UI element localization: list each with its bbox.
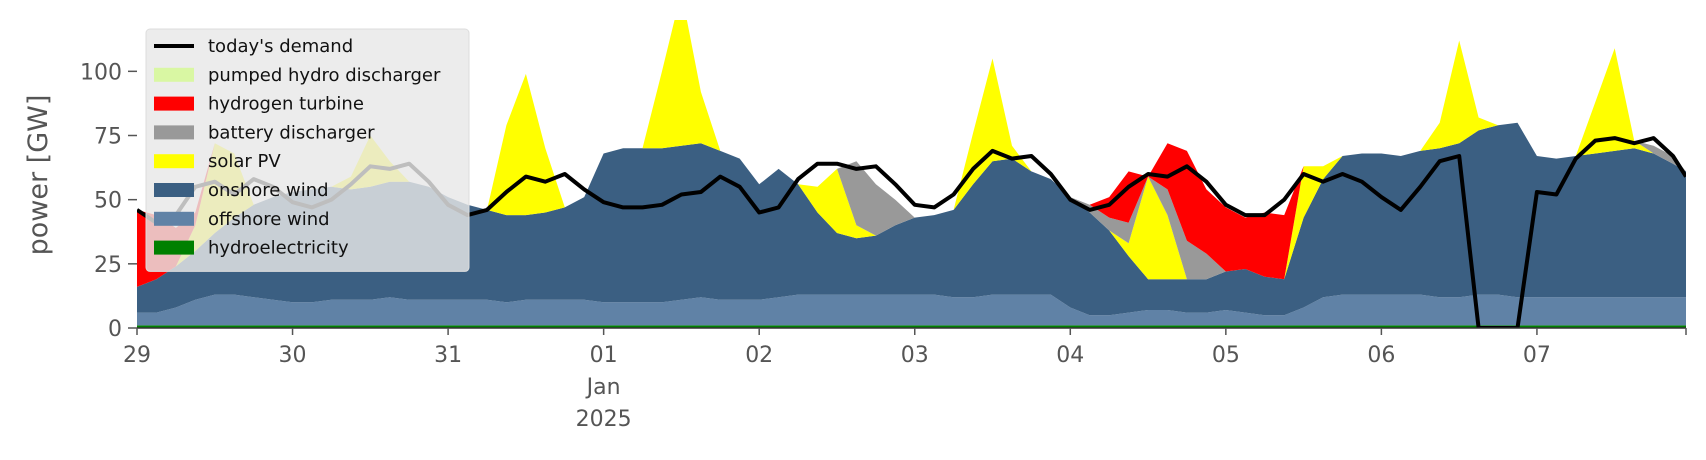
legend-swatch (154, 183, 194, 197)
x-tick-year-label: 2025 (576, 407, 632, 432)
legend-label: offshore wind (208, 209, 330, 230)
x-tick-label: 31 (434, 343, 462, 368)
legend-item-today-s-demand: today's demand (154, 36, 353, 57)
legend-swatch (154, 154, 194, 169)
x-tick-label: 06 (1367, 343, 1395, 368)
stacked-areas (137, 20, 1686, 328)
area-solar-pv (137, 20, 1686, 287)
legend: today's demand pumped hydro discharger hyd… (145, 28, 470, 272)
legend-swatch (154, 67, 194, 82)
legend-label: pumped hydro discharger (208, 65, 441, 86)
x-tick-label: 03 (901, 343, 929, 368)
y-tick-label: 75 (94, 125, 122, 150)
legend-swatch (154, 125, 194, 140)
x-tick-label: 01 (590, 343, 618, 368)
x-tick-label: 05 (1212, 343, 1240, 368)
legend-item-onshore-wind: onshore wind (154, 180, 329, 201)
y-axis-label: power [GW] (23, 95, 54, 256)
x-tick-label: 02 (745, 343, 773, 368)
legend-item-hydroelectricity: hydroelectricity (154, 238, 349, 259)
legend-swatch (154, 240, 194, 255)
legend-label: hydrogen turbine (208, 94, 364, 115)
x-tick-label: 30 (279, 343, 307, 368)
x-tick-label: 07 (1523, 343, 1551, 368)
y-tick-label: 25 (94, 253, 122, 278)
y-tick-label: 100 (80, 60, 122, 85)
legend-swatch (154, 211, 194, 226)
legend-label: battery discharger (208, 122, 375, 143)
legend-item-solar-pv: solar PV (154, 151, 281, 172)
legend-label: solar PV (208, 151, 281, 172)
x-tick-label: 04 (1056, 343, 1084, 368)
area-onshore-wind (137, 122, 1686, 316)
x-tick-label: 29 (123, 343, 151, 368)
legend-item-battery-discharger: battery discharger (154, 122, 375, 143)
legend-swatch (154, 96, 194, 111)
legend-item-offshore-wind: offshore wind (154, 209, 330, 230)
y-tick-label: 50 (94, 189, 122, 214)
legend-box (145, 28, 470, 272)
area-offshore-wind (137, 294, 1686, 326)
legend-item-hydrogen-turbine: hydrogen turbine (154, 94, 364, 115)
legend-label: onshore wind (208, 180, 329, 201)
legend-label: hydroelectricity (208, 238, 349, 259)
legend-item-pumped-hydro-discharger: pumped hydro discharger (154, 65, 441, 86)
axes: 0 25 50 75 100 29 30 31 01 Jan 2025 02 03 04 05 06 07 pow… (23, 60, 1687, 432)
legend-label: today's demand (208, 36, 353, 57)
y-tick-label: 0 (108, 317, 122, 342)
x-tick-month-label: Jan (585, 375, 621, 400)
